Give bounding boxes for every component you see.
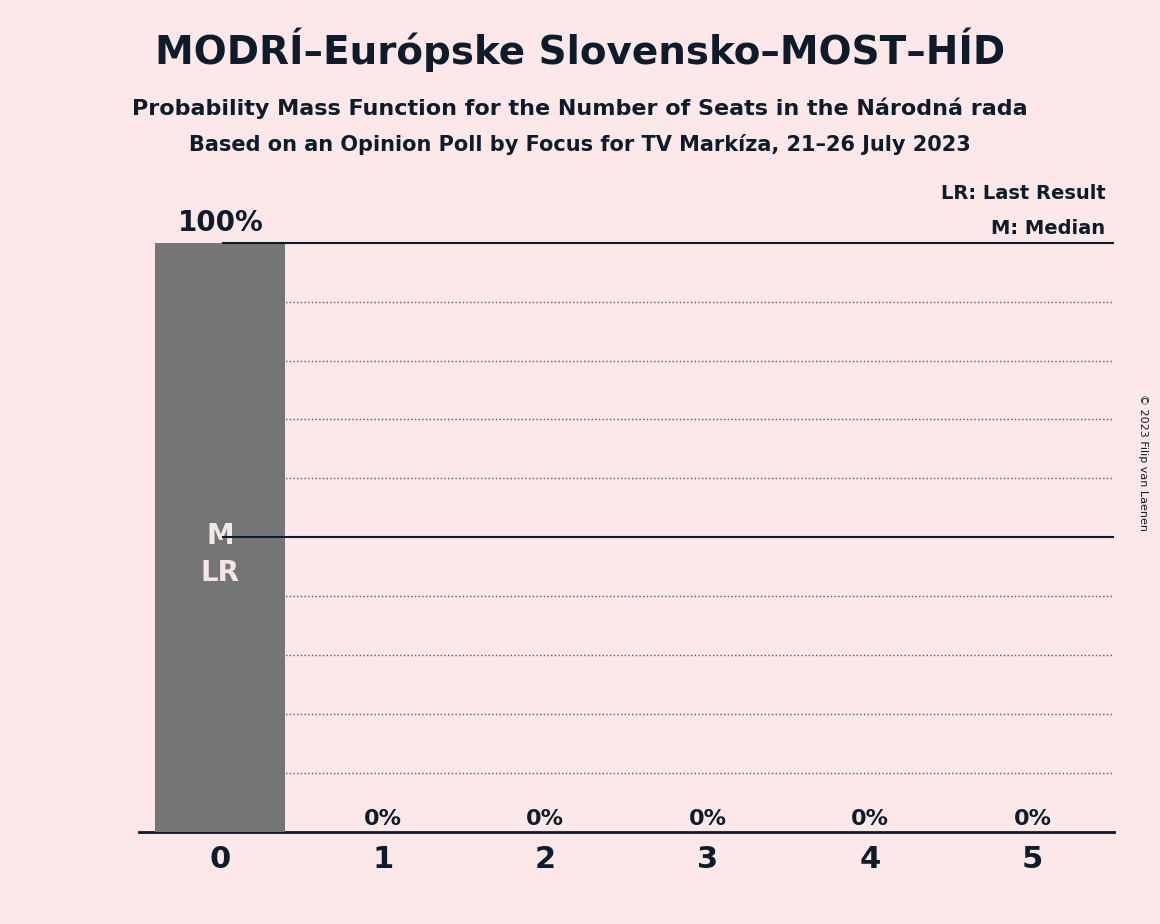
Text: Probability Mass Function for the Number of Seats in the Národná rada: Probability Mass Function for the Number… — [132, 97, 1028, 118]
Text: LR: Last Result: LR: Last Result — [941, 184, 1105, 203]
Text: 0%: 0% — [851, 808, 889, 829]
Text: M
LR: M LR — [201, 522, 240, 588]
Text: 0%: 0% — [689, 808, 726, 829]
Text: M: Median: M: Median — [992, 219, 1105, 238]
Text: © 2023 Filip van Laenen: © 2023 Filip van Laenen — [1138, 394, 1147, 530]
Text: 0%: 0% — [527, 808, 564, 829]
Bar — [155, 243, 285, 832]
Text: Based on an Opinion Poll by Focus for TV Markíza, 21–26 July 2023: Based on an Opinion Poll by Focus for TV… — [189, 134, 971, 155]
Text: 0%: 0% — [364, 808, 401, 829]
Text: 100%: 100% — [177, 209, 263, 237]
Text: 0%: 0% — [1014, 808, 1051, 829]
Text: MODRÍ–Európske Slovensko–MOST–HÍD: MODRÍ–Európske Slovensko–MOST–HÍD — [155, 28, 1005, 72]
